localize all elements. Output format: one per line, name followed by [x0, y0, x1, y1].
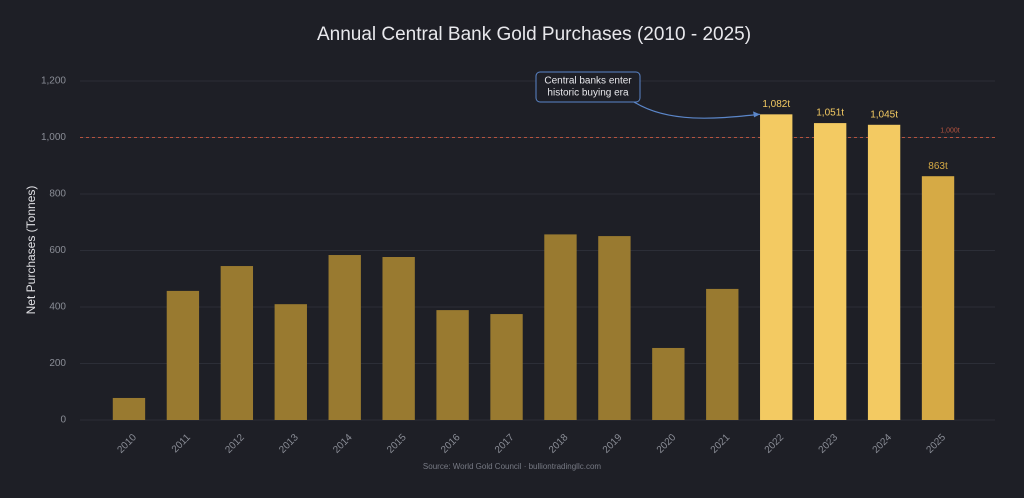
value-label: 1,082t [762, 99, 790, 110]
bar [760, 114, 793, 421]
bar [813, 123, 847, 420]
y-tick-label: 600 [49, 245, 66, 256]
annotation-box [535, 71, 641, 103]
bar [328, 255, 361, 420]
value-label: 863t [928, 161, 948, 172]
bar [382, 256, 415, 420]
value-label: 1,045t [870, 109, 898, 120]
value-label: 1,051t [816, 108, 844, 119]
chart-title: Annual Central Bank Gold Purchases (2010… [317, 24, 751, 45]
bar [921, 176, 955, 420]
y-tick-label: 1,200 [41, 76, 66, 87]
arrow-head [753, 111, 761, 118]
bar [652, 347, 685, 420]
bar [166, 290, 200, 420]
bar [490, 314, 523, 420]
bar [706, 288, 739, 420]
y-tick-label: 800 [49, 189, 66, 200]
reference-label: 1,000t [940, 127, 960, 134]
annotation-text: historic buying era [547, 88, 629, 99]
bar [436, 310, 469, 420]
source: Source: World Gold Council · bulliontrad… [423, 462, 601, 471]
bar [220, 266, 254, 420]
annotation-text: Central banks enter [544, 76, 632, 87]
bar [598, 236, 631, 420]
y-axis-label: Net Purchases (Tonnes) [24, 186, 38, 315]
bar [544, 234, 577, 420]
y-tick-label: 1,000 [41, 132, 66, 143]
y-tick-label: 0 [60, 415, 66, 426]
bar [112, 397, 146, 420]
y-tick-label: 400 [49, 302, 66, 313]
y-tick-label: 200 [49, 358, 66, 369]
annotation-arrow [633, 101, 761, 119]
bar [867, 124, 901, 420]
bar [274, 304, 307, 420]
